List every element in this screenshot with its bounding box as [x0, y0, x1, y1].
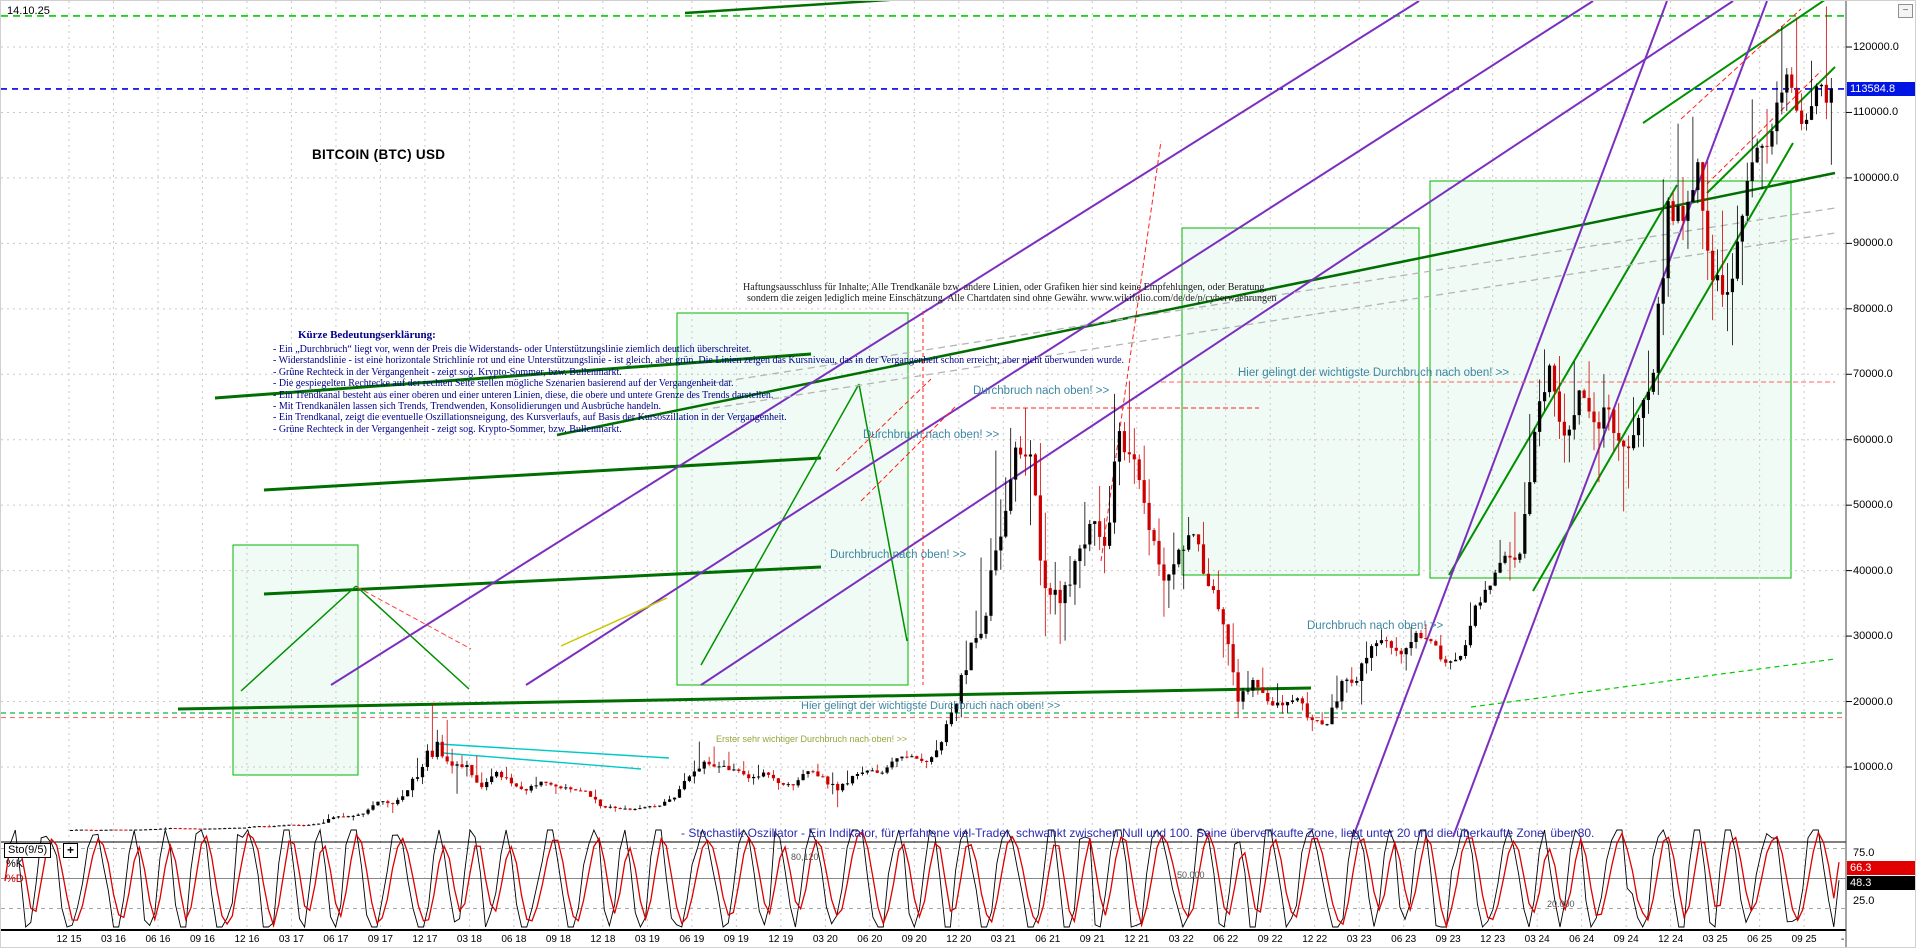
time-tick-label: 03 22 [1168, 934, 1194, 945]
time-tick-label: 03 18 [456, 934, 482, 945]
legend-line: - Mit Trendkanälen lassen sich Trends, T… [273, 401, 662, 412]
time-tick-label: 09 18 [545, 934, 571, 945]
percent-k-value-tag: 48.3 [1847, 876, 1915, 890]
legend-title: Kürze Bedeutungserklärung: [298, 329, 436, 341]
legend-line: - Ein Trendkanal besteht aus einer obere… [273, 389, 774, 401]
price-tick-label: 20000.0 [1853, 695, 1893, 708]
price-tick-label: 40000.0 [1853, 564, 1893, 577]
oscillator-level-label: 20.000 [1547, 899, 1575, 909]
time-tick-label: 03 21 [990, 934, 1016, 945]
time-tick-label: 12 19 [768, 934, 794, 945]
percent-d-label: %D [6, 873, 24, 885]
legend-line: - Ein „Durchbruch“ liegt vor, wenn der P… [273, 344, 752, 355]
time-tick-label: 09 23 [1435, 934, 1461, 945]
indicator-label[interactable]: Sto(9/5) [4, 843, 52, 858]
time-tick-label: 03 16 [100, 934, 126, 945]
price-tick-label: 120000.0 [1853, 40, 1899, 53]
time-tick-label: 06 25 [1747, 934, 1773, 945]
time-tick-label: 03 20 [812, 934, 838, 945]
time-tick-label: 09 17 [367, 934, 393, 945]
breakout-annotation: Hier gelingt der wichtigste Durchbruch n… [801, 700, 1061, 712]
legend-line: - Grüne Rechteck in der Vergangenheit - … [273, 366, 622, 378]
price-tick-label: 100000.0 [1853, 171, 1899, 184]
percent-d-value-tag: 66.3 [1847, 861, 1915, 875]
time-tick-label: 12 18 [590, 934, 616, 945]
oscillator-level-label: 50.000 [1177, 870, 1205, 880]
legend-line: - Ein Trendkanal, zeigt die eventuelle O… [273, 412, 787, 424]
oscillator-scale-lower: 25.0 [1853, 895, 1875, 907]
time-tick-label: 12 23 [1480, 934, 1506, 945]
legend-line: - Grüne Rechteck in der Vergangenheit - … [273, 423, 622, 435]
time-tick-label: 03 17 [278, 934, 304, 945]
breakout-annotation: Erster sehr wichtiger Durchbruch nach ob… [716, 734, 908, 744]
time-tick-label: 03 24 [1524, 934, 1550, 945]
time-tick-label: 06 16 [145, 934, 171, 945]
minimize-button[interactable]: − [1898, 4, 1913, 18]
price-tick-label: 30000.0 [1853, 630, 1893, 643]
time-tick-label: 06 18 [501, 934, 527, 945]
time-tick-label: 09 21 [1079, 934, 1105, 945]
disclaimer-line1: Haftungsausschluss für Inhalte; Alle Tre… [743, 282, 1267, 293]
disclaimer-line2: sondern die zeigen lediglich meine Einsc… [747, 293, 1277, 304]
time-tick-label: 12 16 [234, 934, 260, 945]
time-tick-label: 06 24 [1569, 934, 1595, 945]
time-tick-label: 06 17 [323, 934, 349, 945]
breakout-annotation: Durchbruch nach oben! >> [1307, 620, 1444, 632]
oscillator-level-label: 80,120 [791, 852, 819, 862]
price-tick-label: 110000.0 [1853, 106, 1899, 119]
time-tick-label: 06 21 [1035, 934, 1061, 945]
price-tick-label: 80000.0 [1853, 302, 1893, 315]
price-tick-label: 90000.0 [1853, 237, 1893, 250]
time-tick-label: 09 24 [1613, 934, 1639, 945]
time-tick-label: 12 21 [1124, 934, 1150, 945]
price-tick-label: 50000.0 [1853, 499, 1893, 512]
price-tick-label: 60000.0 [1853, 433, 1893, 446]
time-tick-label: 09 22 [1257, 934, 1283, 945]
percent-k-label: %K [6, 858, 24, 870]
price-tick-label: 70000.0 [1853, 368, 1893, 381]
axis-corner-dash: - [1841, 934, 1845, 945]
chart-title: BITCOIN (BTC) USD [312, 147, 446, 162]
time-tick-label: 09 19 [723, 934, 749, 945]
time-tick-label: 12 22 [1302, 934, 1328, 945]
time-tick-label: 06 20 [857, 934, 883, 945]
time-tick-label: 06 19 [679, 934, 705, 945]
breakout-annotation: Durchbruch nach oben! >> [830, 549, 967, 561]
time-tick-label: 12 17 [412, 934, 438, 945]
time-tick-label: 03 25 [1702, 934, 1728, 945]
time-tick-label: 06 22 [1213, 934, 1239, 945]
time-tick-label: 09 25 [1791, 934, 1817, 945]
oscillator-scale-upper: 75.0 [1853, 847, 1875, 859]
breakout-annotation: Durchbruch nach oben! >> [863, 429, 1000, 441]
legend-line: - Die gespiegelten Rechtecke auf der rec… [273, 378, 734, 390]
breakout-annotation: Hier gelingt der wichtigste Durchbruch n… [1238, 367, 1510, 379]
add-indicator-button[interactable]: + [63, 843, 78, 858]
time-tick-label: 12 20 [946, 934, 972, 945]
time-tick-label: 06 23 [1391, 934, 1417, 945]
oscillator-caption: - Stochastik-Oszillator - Ein Indikator,… [681, 826, 1595, 840]
time-tick-label: 09 20 [901, 934, 927, 945]
price-tick-label: 10000.0 [1853, 760, 1893, 773]
time-tick-label: 03 23 [1346, 934, 1372, 945]
time-tick-label: 03 19 [634, 934, 660, 945]
legend-line: - Widerstandslinie - ist eine horizontal… [273, 355, 1125, 367]
date-label: 14.10.25 [7, 5, 50, 17]
time-tick-label: 12 24 [1658, 934, 1684, 945]
breakout-annotation: Durchbruch nach oben! >> [973, 385, 1110, 397]
time-tick-label: 09 16 [189, 934, 215, 945]
time-tick-label: 12 15 [56, 934, 82, 945]
current-price-tag: 113584.8 [1847, 82, 1915, 96]
